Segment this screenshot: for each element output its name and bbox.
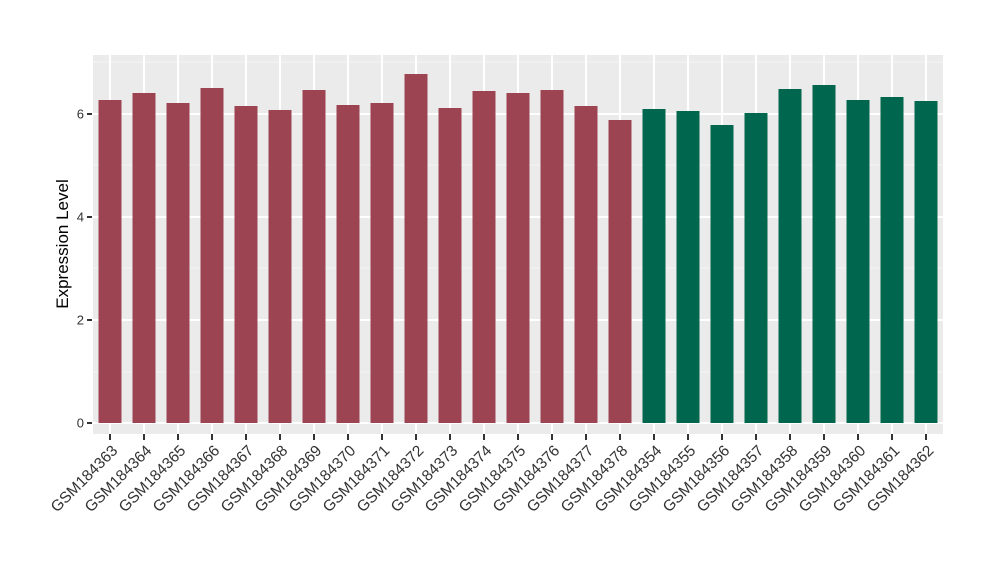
x-tickmark	[721, 434, 723, 440]
bar-GSM184360	[846, 100, 870, 424]
plot-panel	[93, 55, 943, 434]
bar-GSM184369	[302, 90, 326, 424]
bar-GSM184358	[778, 89, 802, 424]
y-tickmark	[87, 112, 92, 115]
bar-GSM184373	[438, 108, 462, 424]
y-axis-tick-labels: 0 2 4 6	[0, 55, 84, 434]
bar-GSM184377	[574, 106, 598, 424]
bar-GSM184374	[472, 91, 496, 424]
x-tickmark	[279, 434, 281, 440]
x-tickmark	[415, 434, 417, 440]
x-tickmark	[347, 434, 349, 440]
bar-GSM184357	[744, 113, 768, 424]
x-tickmark	[143, 434, 145, 440]
bar-GSM184372	[404, 74, 428, 424]
bar-GSM184363	[98, 100, 122, 424]
x-tickmark	[551, 434, 553, 440]
bar-GSM184355	[676, 111, 700, 424]
y-tick-label: 0	[76, 415, 84, 431]
x-tickmark	[517, 434, 519, 440]
x-axis-ticks	[93, 434, 943, 440]
bar-GSM184368	[268, 110, 292, 424]
bar-GSM184359	[812, 84, 836, 424]
bar-GSM184366	[200, 88, 224, 424]
bar-GSM184354	[642, 109, 666, 424]
y-tickmark	[87, 215, 92, 218]
bar-GSM184367	[234, 106, 258, 424]
x-tickmark	[381, 434, 383, 440]
x-tickmark	[823, 434, 825, 440]
x-tickmark	[245, 434, 247, 440]
x-tickmark	[891, 434, 893, 440]
x-tickmark	[109, 434, 111, 440]
x-tickmark	[177, 434, 179, 440]
y-tickmark	[87, 319, 92, 322]
y-tickmark	[87, 422, 92, 425]
bar-GSM184378	[608, 119, 632, 424]
bar-GSM184375	[506, 93, 530, 424]
bar-GSM184371	[370, 102, 394, 424]
y-tick-label: 4	[76, 209, 84, 225]
x-axis-tick-labels: GSM184363 GSM184364 GSM184365 GSM184366 GSM1…	[48, 441, 943, 571]
bar-GSM184356	[710, 124, 734, 424]
x-tickmark	[483, 434, 485, 440]
bar-GSM184365	[166, 103, 190, 424]
x-tickmark	[313, 434, 315, 440]
y-tick-label: 2	[76, 312, 84, 328]
bar-GSM184364	[132, 93, 156, 424]
x-tickmark	[619, 434, 621, 440]
x-tickmark	[755, 434, 757, 440]
x-tickmark	[857, 434, 859, 440]
x-tickmark	[789, 434, 791, 440]
x-tickmark	[925, 434, 927, 440]
x-tickmark	[585, 434, 587, 440]
y-axis-ticks	[87, 55, 92, 434]
x-tickmark	[449, 434, 451, 440]
bar-GSM184370	[336, 104, 360, 424]
bar-GSM184376	[540, 89, 564, 424]
bar-GSM184362	[914, 101, 938, 424]
x-tickmark	[211, 434, 213, 440]
bar-GSM184361	[880, 97, 904, 424]
y-tick-label: 6	[76, 106, 84, 122]
x-tickmark	[653, 434, 655, 440]
x-tickmark	[687, 434, 689, 440]
